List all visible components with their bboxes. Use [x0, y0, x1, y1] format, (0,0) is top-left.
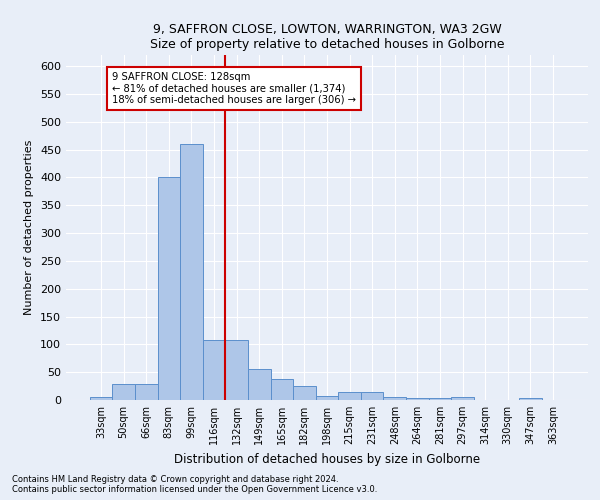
Bar: [112, 384, 135, 400]
Bar: [90, 397, 112, 400]
Bar: [428, 398, 451, 400]
Text: Contains HM Land Registry data © Crown copyright and database right 2024.: Contains HM Land Registry data © Crown c…: [12, 476, 338, 484]
Bar: [271, 379, 293, 400]
Text: 9 SAFFRON CLOSE: 128sqm
← 81% of detached houses are smaller (1,374)
18% of semi: 9 SAFFRON CLOSE: 128sqm ← 81% of detache…: [112, 72, 356, 105]
Bar: [248, 370, 271, 400]
Text: Contains public sector information licensed under the Open Government Licence v3: Contains public sector information licen…: [12, 486, 377, 494]
Bar: [293, 386, 316, 400]
Bar: [451, 397, 474, 400]
Bar: [316, 396, 338, 400]
Bar: [135, 384, 158, 400]
Bar: [406, 398, 428, 400]
Bar: [158, 178, 180, 400]
Title: 9, SAFFRON CLOSE, LOWTON, WARRINGTON, WA3 2GW
Size of property relative to detac: 9, SAFFRON CLOSE, LOWTON, WARRINGTON, WA…: [150, 23, 504, 51]
Bar: [226, 340, 248, 400]
Bar: [203, 340, 226, 400]
Bar: [361, 392, 383, 400]
Bar: [338, 392, 361, 400]
Bar: [383, 397, 406, 400]
Bar: [519, 398, 542, 400]
Bar: [180, 144, 203, 400]
X-axis label: Distribution of detached houses by size in Golborne: Distribution of detached houses by size …: [174, 452, 480, 466]
Y-axis label: Number of detached properties: Number of detached properties: [25, 140, 34, 315]
